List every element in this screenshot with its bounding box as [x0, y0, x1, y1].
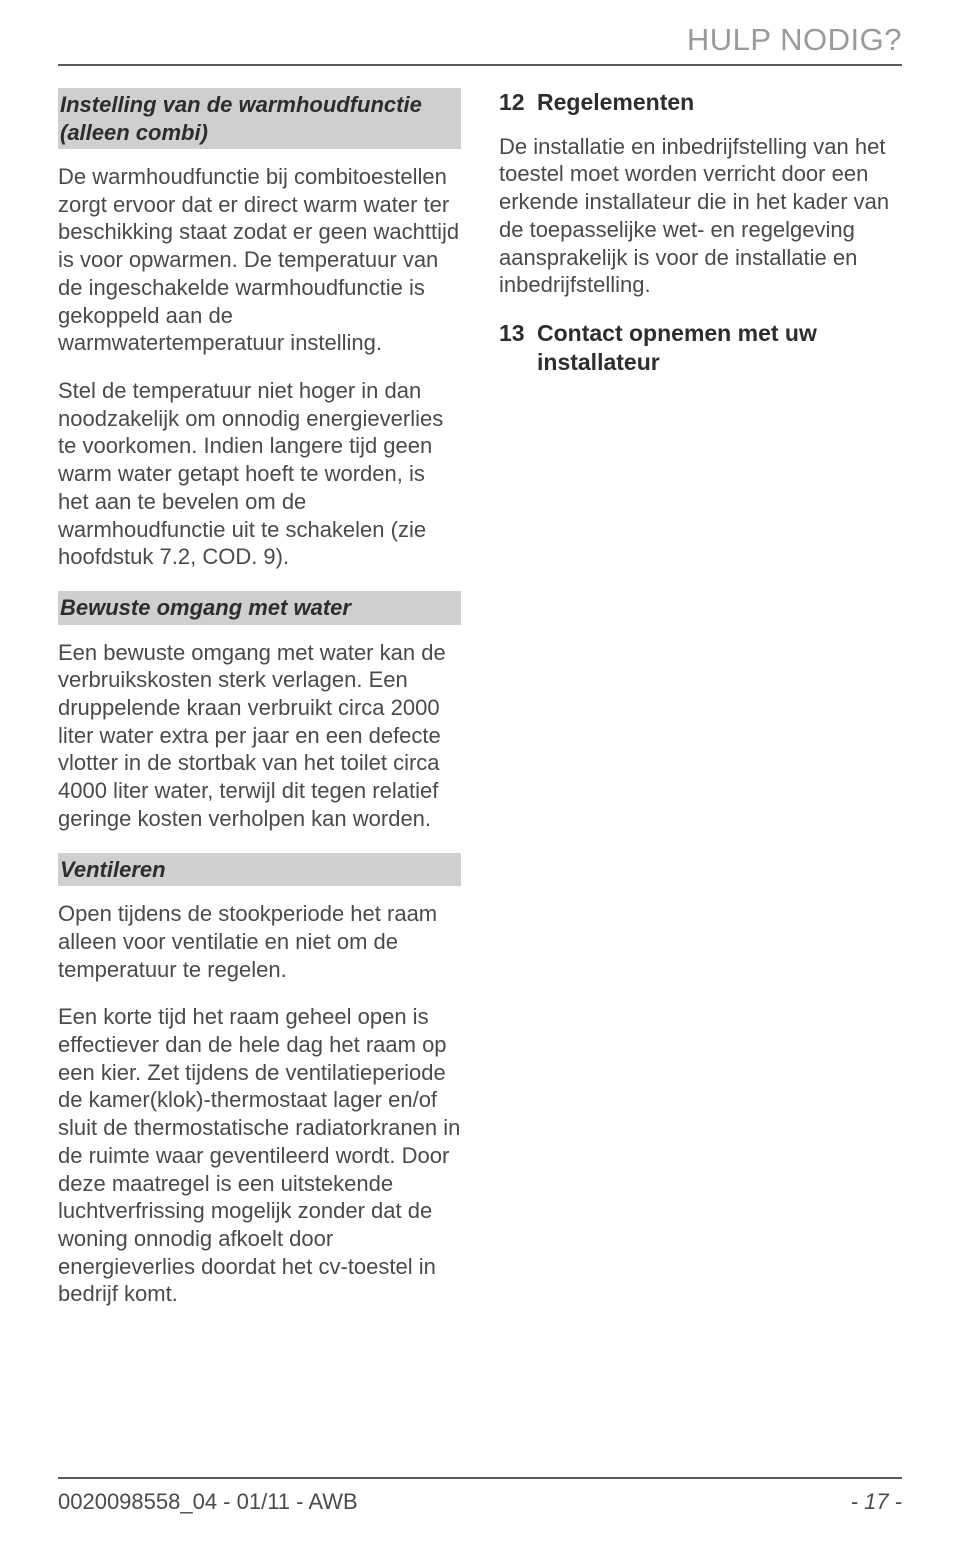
section-number: 12: [499, 88, 537, 117]
right-column: 12 Regelementen De installatie en inbedr…: [499, 88, 902, 1328]
paragraph: Een bewuste omgang met water kan de verb…: [58, 639, 461, 833]
section-title-line: Contact opnemen met uw: [537, 320, 817, 346]
top-rule: [58, 64, 902, 66]
subheading-line: (alleen combi): [60, 120, 208, 145]
section-title-line: installateur: [537, 349, 660, 375]
paragraph: Een korte tijd het raam geheel open is e…: [58, 1003, 461, 1308]
subheading-ventileren: Ventileren: [58, 853, 461, 887]
paragraph: De installatie en inbedrijfstelling van …: [499, 133, 902, 299]
document-reference: 0020098558_04 - 01/11 - AWB: [58, 1489, 358, 1515]
footer-row: 0020098558_04 - 01/11 - AWB - 17 -: [58, 1489, 902, 1515]
section-number: 13: [499, 319, 537, 377]
subheading-warmhoudfunctie: Instelling van de warmhoudfunctie (allee…: [58, 88, 461, 149]
page-footer: 0020098558_04 - 01/11 - AWB - 17 -: [58, 1477, 902, 1515]
two-column-layout: Instelling van de warmhoudfunctie (allee…: [58, 88, 902, 1328]
paragraph: Open tijdens de stookperiode het raam al…: [58, 900, 461, 983]
section-heading-13: 13 Contact opnemen met uw installateur: [499, 319, 902, 377]
section-heading-12: 12 Regelementen: [499, 88, 902, 117]
left-column: Instelling van de warmhoudfunctie (allee…: [58, 88, 461, 1328]
section-title: Regelementen: [537, 88, 694, 117]
subheading-line: Instelling van de warmhoudfunctie: [60, 92, 422, 117]
subheading-bewuste-omgang: Bewuste omgang met water: [58, 591, 461, 625]
section-title: Contact opnemen met uw installateur: [537, 319, 817, 377]
page-content: HULP NODIG? Instelling van de warmhoudfu…: [0, 0, 960, 1328]
page-number: - 17 -: [851, 1489, 902, 1515]
paragraph: De warmhoudfunctie bij combitoestellen z…: [58, 163, 461, 357]
paragraph: Stel de temperatuur niet hoger in dan no…: [58, 377, 461, 571]
running-header: HULP NODIG?: [58, 22, 902, 58]
bottom-rule: [58, 1477, 902, 1479]
